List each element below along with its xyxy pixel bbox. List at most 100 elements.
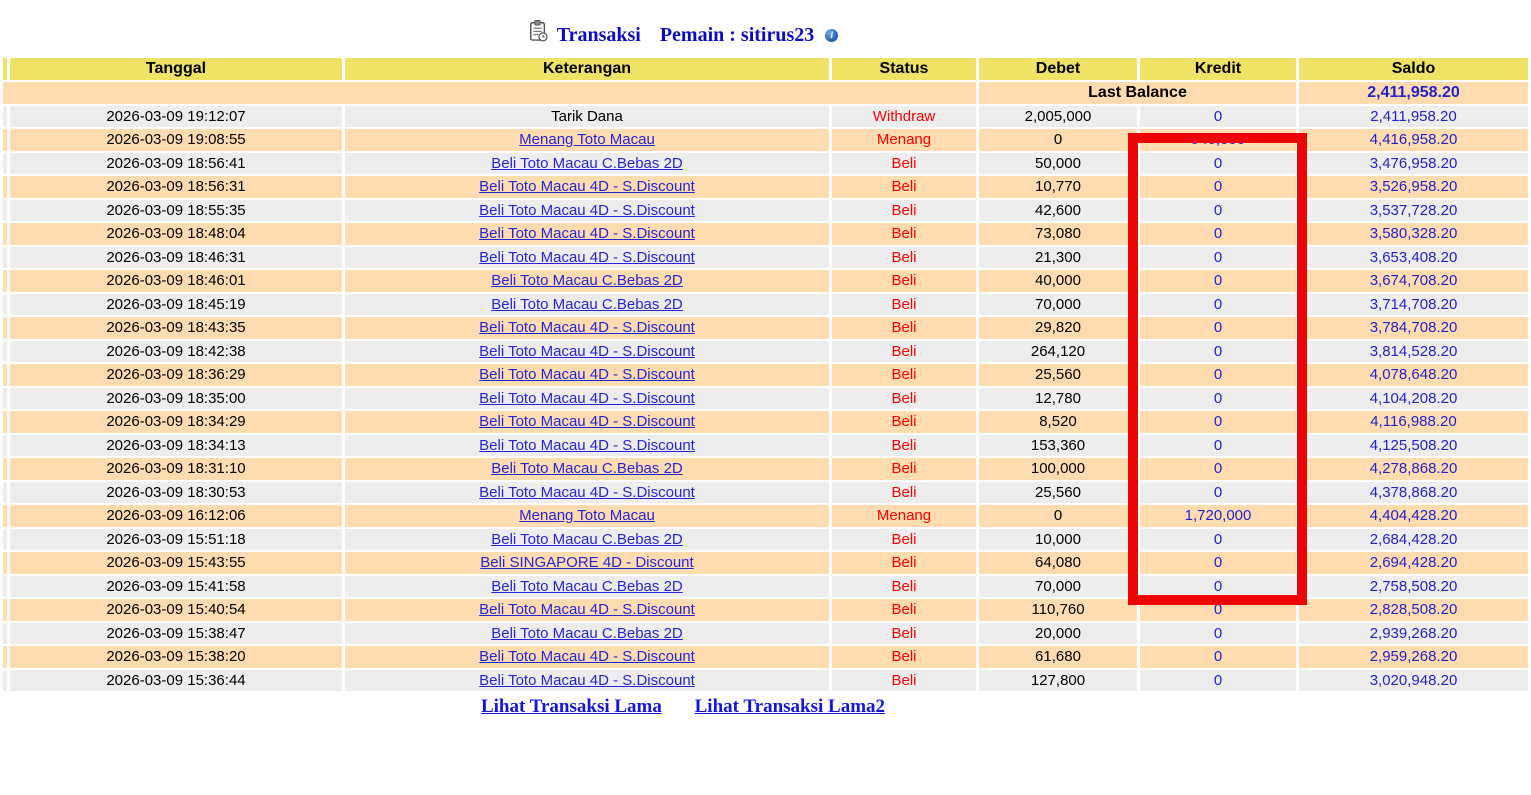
cell-saldo: 3,580,328.20 xyxy=(1299,223,1528,245)
last-balance-label: Last Balance xyxy=(979,82,1296,104)
keterangan-link[interactable]: Beli Toto Macau 4D - S.Discount xyxy=(479,178,695,196)
row-spacer-cell xyxy=(3,246,7,268)
cell-tanggal: 2026-03-09 18:42:38 xyxy=(10,340,342,362)
cell-kredit: 0 xyxy=(1140,387,1296,409)
cell-status: Beli xyxy=(832,528,976,550)
transaction-rows: 2026-03-09 19:12:07 Tarik Dana Withdraw … xyxy=(3,105,1528,691)
cell-debet: 29,820 xyxy=(979,317,1137,339)
table-row: 2026-03-09 18:55:35 Beli Toto Macau 4D -… xyxy=(3,199,1528,221)
header-debet: Debet xyxy=(979,58,1137,80)
table-row: 2026-03-09 18:46:31 Beli Toto Macau 4D -… xyxy=(3,246,1528,268)
cell-status: Beli xyxy=(832,669,976,691)
cell-status: Beli xyxy=(832,270,976,292)
keterangan-link[interactable]: Beli Toto Macau C.Bebas 2D xyxy=(491,295,683,313)
cell-saldo: 3,714,708.20 xyxy=(1299,293,1528,315)
keterangan-link[interactable]: Beli SINGAPORE 4D - Discount xyxy=(480,554,694,572)
cell-kredit: 0 xyxy=(1140,669,1296,691)
page-header: Transaksi Pemain : sitirus23 i xyxy=(0,0,1366,52)
keterangan-link[interactable]: Beli Toto Macau C.Bebas 2D xyxy=(491,272,683,290)
row-spacer-cell xyxy=(3,105,7,127)
row-spacer-cell xyxy=(3,528,7,550)
keterangan-link[interactable]: Beli Toto Macau C.Bebas 2D xyxy=(491,530,683,548)
cell-tanggal: 2026-03-09 18:30:53 xyxy=(10,481,342,503)
keterangan-link[interactable]: Beli Toto Macau 4D - S.Discount xyxy=(479,366,695,384)
cell-debet: 73,080 xyxy=(979,223,1137,245)
old-transactions2-link[interactable]: Lihat Transaksi Lama2 xyxy=(694,696,886,717)
row-spacer-cell xyxy=(3,458,7,480)
cell-tanggal: 2026-03-09 18:55:35 xyxy=(10,199,342,221)
cell-debet: 50,000 xyxy=(979,152,1137,174)
cell-saldo: 2,828,508.20 xyxy=(1299,599,1528,621)
cell-debet: 61,680 xyxy=(979,646,1137,668)
cell-status: Beli xyxy=(832,317,976,339)
cell-status: Beli xyxy=(832,223,976,245)
cell-debet: 25,560 xyxy=(979,364,1137,386)
table-row: 2026-03-09 18:34:29 Beli Toto Macau 4D -… xyxy=(3,411,1528,433)
cell-status: Beli xyxy=(832,622,976,644)
cell-debet: 42,600 xyxy=(979,199,1137,221)
header-saldo: Saldo xyxy=(1299,58,1528,80)
keterangan-link[interactable]: Beli Toto Macau 4D - S.Discount xyxy=(479,201,695,219)
cell-debet: 25,560 xyxy=(979,481,1137,503)
cell-kredit: 1,720,000 xyxy=(1140,505,1296,527)
cell-debet: 10,000 xyxy=(979,528,1137,550)
cell-kredit: 0 xyxy=(1140,481,1296,503)
table-row: 2026-03-09 19:08:55 Menang Toto Macau Me… xyxy=(3,129,1528,151)
cell-debet: 40,000 xyxy=(979,270,1137,292)
keterangan-link[interactable]: Beli Toto Macau 4D - S.Discount xyxy=(479,671,695,689)
keterangan-link[interactable]: Beli Toto Macau C.Bebas 2D xyxy=(491,624,683,642)
keterangan-link[interactable]: Menang Toto Macau xyxy=(519,131,655,149)
cell-kredit: 0 xyxy=(1140,646,1296,668)
cell-saldo: 2,959,268.20 xyxy=(1299,646,1528,668)
table-row: 2026-03-09 18:56:41 Beli Toto Macau C.Be… xyxy=(3,152,1528,174)
cell-saldo: 3,476,958.20 xyxy=(1299,152,1528,174)
keterangan-link[interactable]: Beli Toto Macau 4D - S.Discount xyxy=(479,648,695,666)
keterangan-link[interactable]: Beli Toto Macau 4D - S.Discount xyxy=(479,601,695,619)
row-spacer-cell xyxy=(3,387,7,409)
cell-debet: 21,300 xyxy=(979,246,1137,268)
keterangan-link[interactable]: Beli Toto Macau 4D - S.Discount xyxy=(479,389,695,407)
cell-tanggal: 2026-03-09 18:43:35 xyxy=(10,317,342,339)
row-spacer-cell xyxy=(3,199,7,221)
cell-kredit: 0 xyxy=(1140,317,1296,339)
keterangan-link[interactable]: Beli Toto Macau C.Bebas 2D xyxy=(491,577,683,595)
table-row: 2026-03-09 19:12:07 Tarik Dana Withdraw … xyxy=(3,105,1528,127)
keterangan-link[interactable]: Beli Toto Macau 4D - S.Discount xyxy=(479,483,695,501)
cell-kredit: 0 xyxy=(1140,199,1296,221)
cell-debet: 264,120 xyxy=(979,340,1137,362)
header-status: Status xyxy=(832,58,976,80)
keterangan-link[interactable]: Beli Toto Macau 4D - S.Discount xyxy=(479,319,695,337)
cell-saldo: 4,378,868.20 xyxy=(1299,481,1528,503)
keterangan-link[interactable]: Beli Toto Macau C.Bebas 2D xyxy=(491,460,683,478)
cell-kredit: 940,000 xyxy=(1140,129,1296,151)
keterangan-link[interactable]: Beli Toto Macau 4D - S.Discount xyxy=(479,413,695,431)
table-row: 2026-03-09 18:35:00 Beli Toto Macau 4D -… xyxy=(3,387,1528,409)
header-tanggal: Tanggal xyxy=(10,58,342,80)
cell-kredit: 0 xyxy=(1140,528,1296,550)
header-spacer-cell xyxy=(3,58,7,80)
row-spacer-cell xyxy=(3,411,7,433)
cell-debet: 12,780 xyxy=(979,387,1137,409)
keterangan-link[interactable]: Beli Toto Macau 4D - S.Discount xyxy=(479,342,695,360)
keterangan-link[interactable]: Beli Toto Macau 4D - S.Discount xyxy=(479,225,695,243)
table-row: 2026-03-09 18:45:19 Beli Toto Macau C.Be… xyxy=(3,293,1528,315)
info-icon[interactable]: i xyxy=(825,28,839,42)
last-balance-value: 2,411,958.20 xyxy=(1299,82,1528,104)
keterangan-link[interactable]: Beli Toto Macau 4D - S.Discount xyxy=(479,248,695,266)
keterangan-link[interactable]: Menang Toto Macau xyxy=(519,507,655,525)
cell-saldo: 3,674,708.20 xyxy=(1299,270,1528,292)
row-spacer-cell xyxy=(3,646,7,668)
cell-debet: 2,005,000 xyxy=(979,105,1137,127)
cell-saldo: 4,125,508.20 xyxy=(1299,434,1528,456)
table-row: 2026-03-09 15:43:55 Beli SINGAPORE 4D - … xyxy=(3,552,1528,574)
cell-status: Beli xyxy=(832,599,976,621)
table-row: 2026-03-09 18:48:04 Beli Toto Macau 4D -… xyxy=(3,223,1528,245)
cell-tanggal: 2026-03-09 18:56:31 xyxy=(10,176,342,198)
keterangan-link[interactable]: Beli Toto Macau 4D - S.Discount xyxy=(479,436,695,454)
cell-saldo: 2,939,268.20 xyxy=(1299,622,1528,644)
table-row: 2026-03-09 18:42:38 Beli Toto Macau 4D -… xyxy=(3,340,1528,362)
keterangan-link[interactable]: Beli Toto Macau C.Bebas 2D xyxy=(491,154,683,172)
row-spacer-cell xyxy=(3,505,7,527)
old-transactions-link[interactable]: Lihat Transaksi Lama xyxy=(480,696,662,717)
table-row: 2026-03-09 16:12:06 Menang Toto Macau Me… xyxy=(3,505,1528,527)
